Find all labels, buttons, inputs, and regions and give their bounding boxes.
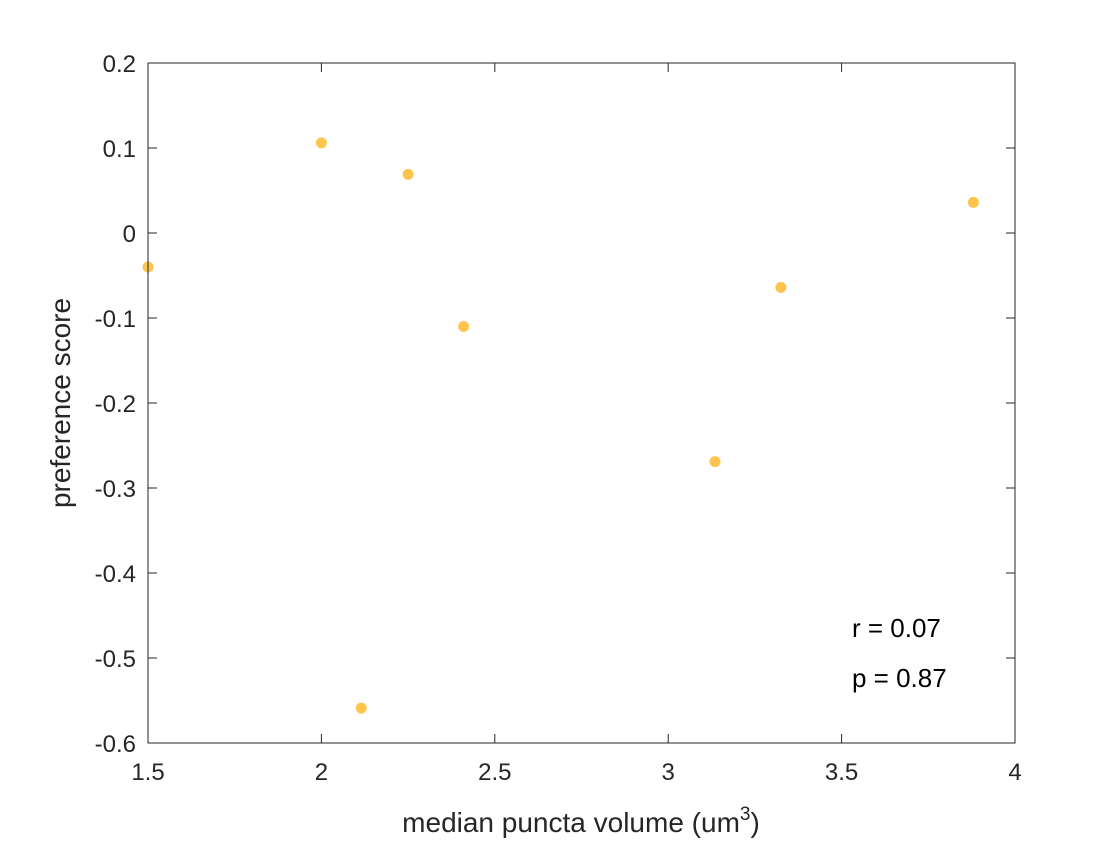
annotation-r: r = 0.07: [852, 613, 941, 643]
x-tick-label: 1.5: [131, 759, 164, 786]
plot-background: [148, 63, 1015, 743]
data-point: [709, 456, 721, 468]
y-tick-label: -0.6: [95, 731, 136, 758]
data-point: [315, 137, 327, 149]
y-tick-label: -0.1: [95, 306, 136, 333]
x-tick-label: 3: [662, 759, 675, 786]
y-tick-label: -0.3: [95, 476, 136, 503]
annotation-p: p = 0.87: [852, 663, 947, 693]
y-tick-label: -0.2: [95, 391, 136, 418]
axis-ticks: 1.5 2 2.5 3 3.5 4 -0.6 -0.5 -0.4 -0.3 -0.2 -0.1 0 0.1…: [95, 51, 1022, 786]
data-point: [967, 196, 979, 208]
data-point: [355, 702, 367, 714]
y-tick-label: -0.4: [95, 561, 136, 588]
y-axis-label: preference score: [45, 298, 76, 508]
y-tick-label: 0: [123, 221, 136, 248]
x-tick-label: 3.5: [825, 759, 858, 786]
x-tick-label: 4: [1008, 759, 1021, 786]
x-tick-label: 2.5: [478, 759, 511, 786]
data-points: [142, 137, 979, 714]
y-tick-label: -0.5: [95, 646, 136, 673]
data-point: [402, 168, 414, 180]
y-tick-label: 0.1: [103, 136, 136, 163]
y-tick-label: 0.2: [103, 51, 136, 78]
axes-box: [147, 62, 1016, 744]
x-tick-label: 2: [315, 759, 328, 786]
data-point: [775, 281, 787, 293]
data-point: [458, 321, 470, 332]
x-axis-label: median puncta volume (um3): [402, 804, 760, 838]
